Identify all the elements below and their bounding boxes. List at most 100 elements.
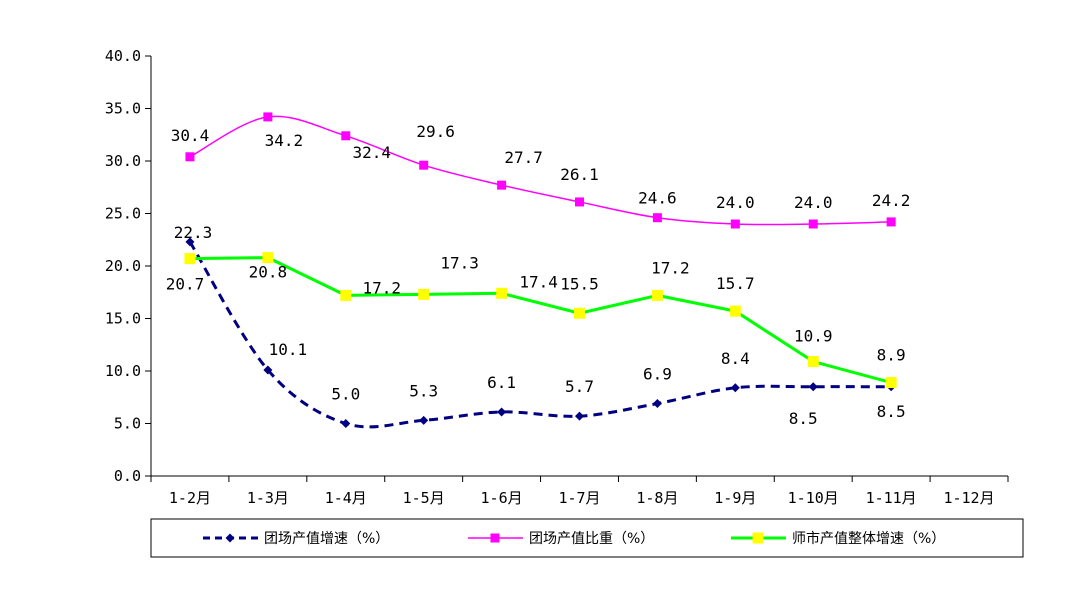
series-1-point xyxy=(263,365,273,375)
series-2-data-label: 24.0 xyxy=(716,193,755,212)
series-3-data-label: 17.3 xyxy=(440,253,479,272)
x-tick-label: 1-8月 xyxy=(636,489,678,507)
x-tick-label: 1-11月 xyxy=(866,489,917,507)
series-2-data-label: 24.6 xyxy=(638,189,677,208)
series-2-data-label: 30.4 xyxy=(171,126,210,145)
series-2-point xyxy=(652,213,662,223)
x-tick-label: 1-9月 xyxy=(714,489,756,507)
series-3-data-label: 20.8 xyxy=(249,263,288,282)
series-2-point xyxy=(263,112,273,122)
series-1-point xyxy=(730,383,740,393)
legend-label: 师市产值整体增速（%） xyxy=(792,530,945,547)
legend-swatch-marker xyxy=(490,533,500,543)
series-3-data-label: 15.7 xyxy=(716,274,755,293)
chart-legend: 团场产值增速（%） 团场产值比重（%） 师市产值整体增速（%） xyxy=(150,518,1024,558)
series-1-data-label: 8.5 xyxy=(877,402,906,421)
legend-label: 团场产值比重（%） xyxy=(529,531,654,547)
series-3-point xyxy=(496,287,508,299)
y-tick-label: 0.0 xyxy=(114,467,141,485)
legend-label: 团场产值增速（%） xyxy=(264,531,389,547)
series-1-point xyxy=(808,382,818,392)
series-1-data-label: 5.0 xyxy=(331,385,360,404)
series-3-data-label: 8.9 xyxy=(877,346,906,365)
series-3-data-label: 15.5 xyxy=(560,274,599,293)
series-2 xyxy=(185,112,896,229)
y-tick-label: 10.0 xyxy=(105,362,141,380)
x-tick-label: 1-4月 xyxy=(325,489,367,507)
series-1-data-label: 8.5 xyxy=(789,409,818,428)
series-3-point xyxy=(184,253,196,265)
chart-data-labels: 22.3 10.1 5.0 5.3 6.1 5.7 6.9 8.4 8.5 8.5 30.4 34.2… xyxy=(166,122,911,428)
series-1-point xyxy=(575,411,584,421)
series-3-data-label: 17.4 xyxy=(519,272,558,291)
x-tick-label: 1-3月 xyxy=(247,489,289,507)
y-tick-label: 30.0 xyxy=(105,152,141,170)
y-tick-label: 15.0 xyxy=(105,310,141,328)
series-1-point xyxy=(652,399,662,409)
chart-series xyxy=(184,112,897,429)
series-3-point xyxy=(340,289,352,301)
series-1-data-label: 10.1 xyxy=(269,340,308,359)
series-2-data-label: 24.0 xyxy=(794,193,833,212)
series-1-point xyxy=(419,415,429,425)
series-2-point xyxy=(185,152,195,162)
series-1 xyxy=(185,237,896,429)
series-2-point xyxy=(575,197,584,207)
x-tick-label: 1-2月 xyxy=(169,489,211,507)
series-2-data-label: 32.4 xyxy=(353,143,392,162)
series-2-data-label: 24.2 xyxy=(872,191,911,210)
legend-item-3: 师市产值整体增速（%） xyxy=(731,530,945,547)
series-2-data-label: 26.1 xyxy=(560,165,599,184)
series-2-data-label: 27.7 xyxy=(504,148,543,167)
legend-box xyxy=(150,518,1024,558)
x-tick-label: 1-12月 xyxy=(943,489,994,507)
y-tick-label: 35.0 xyxy=(105,100,141,118)
legend-item-2: 团场产值比重（%） xyxy=(468,531,654,547)
series-3-data-label: 17.2 xyxy=(363,278,402,297)
series-1-line xyxy=(188,241,892,429)
series-2-point xyxy=(730,219,740,229)
series-1-point xyxy=(341,419,351,428)
series-1-data-label: 8.4 xyxy=(721,349,750,368)
series-2-data-label: 34.2 xyxy=(265,131,304,150)
series-2-line xyxy=(189,115,892,226)
series-1-data-label: 22.3 xyxy=(174,223,213,242)
x-tick-label: 1-7月 xyxy=(558,489,600,507)
legend-item-1: 团场产值增速（%） xyxy=(203,531,389,547)
legend-swatch-marker xyxy=(752,532,764,544)
series-3-point xyxy=(729,305,741,317)
y-tick-label: 20.0 xyxy=(105,257,141,275)
series-3-data-label: 17.2 xyxy=(651,258,690,277)
series-1-data-label: 5.7 xyxy=(565,377,594,396)
series-3-data-label: 10.9 xyxy=(794,327,833,346)
chart-axes: 0.0 5.0 10.0 15.0 20.0 25.0 30.0 35.0 40.0 1-2月 1-… xyxy=(105,47,1009,507)
series-1-point xyxy=(185,237,195,247)
series-3 xyxy=(184,252,897,389)
series-1-point xyxy=(497,407,507,417)
series-3-line xyxy=(189,256,892,384)
y-tick-label: 25.0 xyxy=(105,205,141,223)
series-2-point xyxy=(886,217,896,227)
series-3-point xyxy=(651,289,663,301)
series-1-data-label: 6.9 xyxy=(643,365,672,384)
series-3-point xyxy=(885,377,897,389)
series-3-point xyxy=(574,307,585,319)
series-3-data-label: 20.7 xyxy=(166,275,205,294)
series-2-point xyxy=(419,160,429,170)
series-1-data-label: 5.3 xyxy=(409,381,438,400)
series-3-point xyxy=(262,252,274,264)
series-3-point xyxy=(807,356,819,368)
x-tick-label: 1-5月 xyxy=(403,489,445,507)
legend-swatch-marker xyxy=(225,533,235,543)
series-3-point xyxy=(418,288,430,300)
y-tick-label: 5.0 xyxy=(114,415,141,433)
y-tick-label: 40.0 xyxy=(105,47,141,65)
series-2-point xyxy=(808,219,818,229)
series-2-point xyxy=(341,131,351,141)
x-tick-label: 1-10月 xyxy=(788,489,839,507)
series-1-data-label: 6.1 xyxy=(487,373,516,392)
series-2-data-label: 29.6 xyxy=(416,122,455,141)
series-2-point xyxy=(497,180,507,190)
x-tick-label: 1-6月 xyxy=(481,489,523,507)
